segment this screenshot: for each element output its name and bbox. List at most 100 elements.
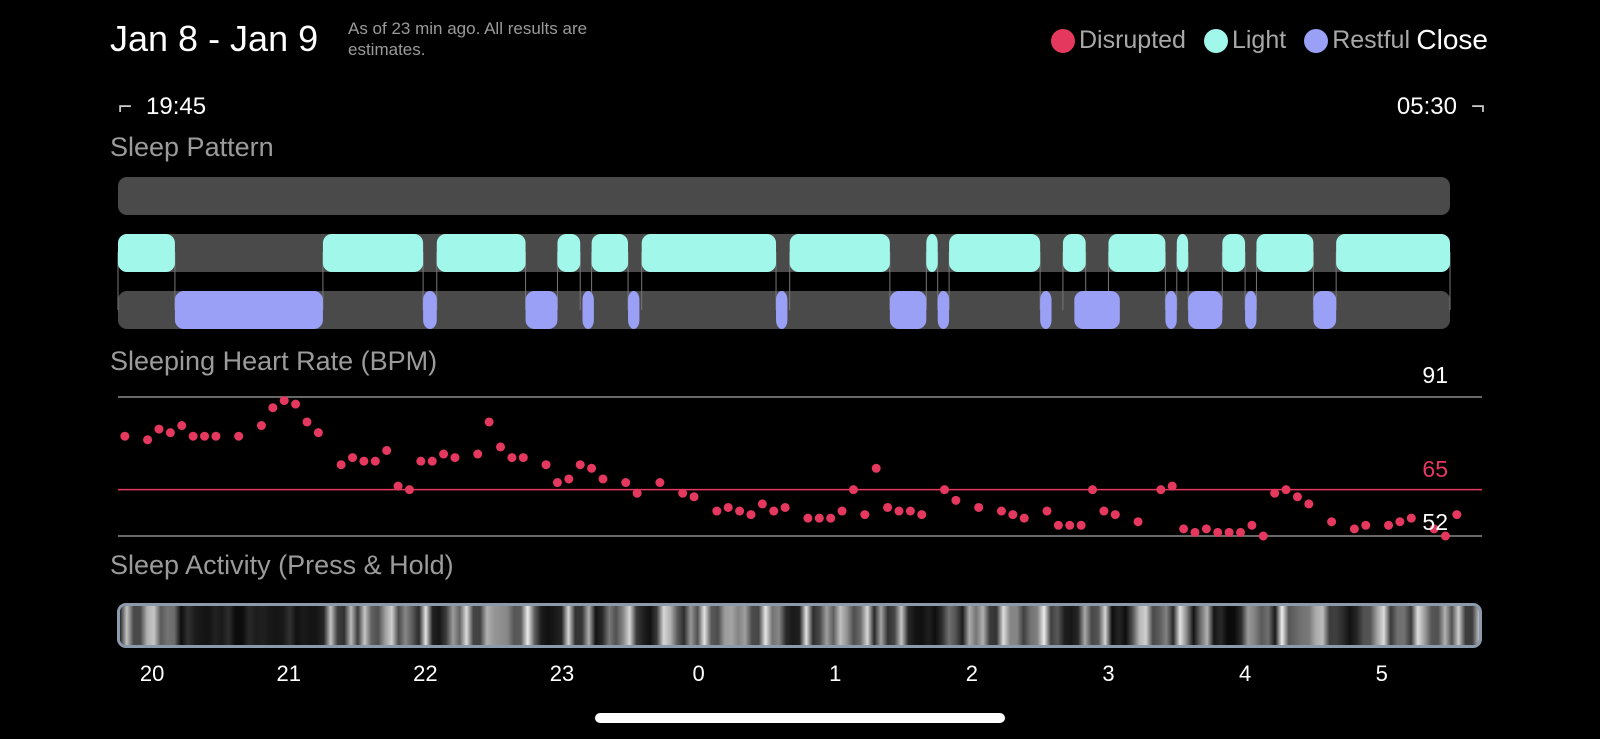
light-segment xyxy=(118,234,175,272)
hr-point xyxy=(382,445,392,455)
hour-tick-23: 23 xyxy=(549,661,575,686)
legend-label-light: Light xyxy=(1231,26,1287,54)
hr-point xyxy=(826,513,836,523)
hr-point xyxy=(621,478,631,488)
light-segment xyxy=(436,234,526,272)
hr-point xyxy=(552,478,562,488)
range-end[interactable]: 05:30 ¬ xyxy=(1397,93,1485,121)
hr-point xyxy=(575,460,585,470)
page-title: Jan 8 - Jan 9 xyxy=(110,18,319,59)
hour-tick-4: 4 xyxy=(1238,661,1252,686)
hr-point xyxy=(678,488,688,498)
hr-point xyxy=(165,428,175,438)
sleep-activity-title: Sleep Activity (Press & Hold) xyxy=(110,550,454,580)
right-bracket-icon: ¬ xyxy=(1470,93,1485,120)
hr-point xyxy=(336,460,346,470)
hr-point xyxy=(1076,520,1086,530)
hr-point xyxy=(1224,527,1234,537)
legend: Disrupted Light Restful xyxy=(1050,26,1410,55)
light-segment xyxy=(1256,234,1314,272)
restful-segment xyxy=(889,291,927,329)
hr-point xyxy=(1213,527,1223,537)
pattern-track-0 xyxy=(118,177,1450,215)
hour-tick-22: 22 xyxy=(413,661,438,686)
light-dot-icon xyxy=(1203,28,1228,53)
hr-point xyxy=(120,431,130,441)
hr-point xyxy=(450,453,460,463)
hr-point xyxy=(154,424,164,434)
range-start[interactable]: ⌐ 19:45 xyxy=(118,93,206,121)
hour-tick-21: 21 xyxy=(276,661,301,686)
hr-point xyxy=(393,481,403,491)
hr-point xyxy=(268,403,278,413)
hr-point xyxy=(894,506,904,516)
hr-point xyxy=(564,474,574,484)
hr-max-label: 91 xyxy=(1422,362,1448,388)
home-indicator[interactable] xyxy=(595,713,1005,723)
hr-point xyxy=(723,502,733,512)
hr-point xyxy=(484,417,494,427)
hr-point xyxy=(496,442,506,452)
legend-item-light: Light xyxy=(1203,26,1287,55)
hr-point xyxy=(951,495,961,505)
hour-tick-20: 20 xyxy=(139,661,165,686)
hr-point xyxy=(518,453,528,463)
hr-point xyxy=(1088,485,1098,495)
hr-point xyxy=(883,502,893,512)
legend-label-restful: Restful xyxy=(1332,26,1410,54)
hr-point xyxy=(1008,510,1018,520)
light-segment xyxy=(1222,234,1246,272)
hr-point xyxy=(541,460,551,470)
close-button[interactable]: Close xyxy=(1416,24,1488,55)
hr-point xyxy=(348,453,358,463)
hr-point xyxy=(655,478,665,488)
light-segment xyxy=(591,234,629,272)
hr-min-label: 52 xyxy=(1422,509,1448,535)
sleep-activity-bar[interactable] xyxy=(117,603,1482,648)
hr-point xyxy=(1406,513,1416,523)
hr-point xyxy=(1190,527,1200,537)
hr-point xyxy=(473,449,483,459)
light-segment xyxy=(1176,234,1189,272)
hr-point xyxy=(905,506,915,516)
hr-point xyxy=(689,492,699,502)
restful-segment xyxy=(525,291,558,329)
hr-point xyxy=(814,513,824,523)
hr-point xyxy=(1258,531,1268,541)
hr-point xyxy=(1042,506,1052,516)
restful-dot-icon xyxy=(1304,28,1329,53)
hr-point xyxy=(1179,524,1189,534)
hr-point xyxy=(200,431,210,441)
hr-point xyxy=(917,510,927,520)
legend-label-disrupted: Disrupted xyxy=(1078,26,1186,54)
restful-segment xyxy=(423,291,437,329)
hr-point xyxy=(427,456,437,466)
disrupted-dot-icon xyxy=(1050,28,1075,53)
hr-point xyxy=(1384,520,1394,530)
hr-point xyxy=(769,506,779,516)
restful-segment xyxy=(628,291,640,329)
hr-point xyxy=(1281,485,1291,495)
restful-segment xyxy=(1040,291,1052,329)
hr-point xyxy=(746,510,756,520)
left-bracket-icon: ⌐ xyxy=(118,93,133,120)
hr-point xyxy=(234,431,244,441)
hr-point xyxy=(1395,517,1405,527)
hour-tick-5: 5 xyxy=(1375,661,1388,686)
hr-point xyxy=(1053,520,1063,530)
hr-point xyxy=(974,502,984,512)
hr-point xyxy=(1452,510,1462,520)
start-time-label: 19:45 xyxy=(146,93,207,120)
hr-point xyxy=(996,506,1006,516)
light-segment xyxy=(789,234,890,272)
hr-point xyxy=(735,506,745,516)
legend-item-disrupted: Disrupted xyxy=(1050,26,1186,55)
light-segment xyxy=(641,234,777,272)
hr-point xyxy=(598,474,608,484)
light-segment xyxy=(949,234,1041,272)
hr-point xyxy=(302,417,312,427)
hr-point xyxy=(1429,524,1439,534)
hr-point xyxy=(1292,492,1302,502)
